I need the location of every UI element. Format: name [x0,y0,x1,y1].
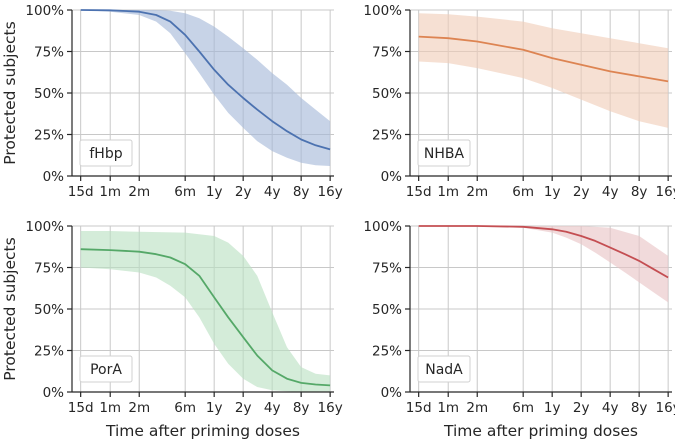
panel-top-left: 15d 1m 2m 6m 1y 2y 4y 8y 16y 0% 25% 50% 75% 100% Prote… [1,3,343,200]
x-tick-label: 1m [437,184,459,200]
y-tick-label: 50% [372,86,402,102]
y-tick-label: 100% [25,3,64,19]
x-tick-label: 1y [206,184,223,200]
y-axis-title: Protected subjects [1,237,19,380]
x-tick-label: 2y [235,184,252,200]
median-line [80,248,331,387]
y-tick-label: 25% [34,344,64,360]
panel-label: fHbp [89,146,122,162]
panel-label-box [417,139,471,167]
x-tick-label: 6m [174,184,196,200]
y-tick-label: 50% [372,302,402,318]
x-tick-label: 16y [656,184,675,200]
panel-label: NHBA [424,146,465,162]
x-tick-label: 1y [544,184,561,200]
x-tick-label: 2y [573,400,590,416]
confidence-band [418,226,669,303]
x-tick-label: 4y [602,184,619,200]
y-tick-label: 0% [381,385,403,401]
x-tick-label: 16y [318,184,343,200]
x-tick-label: 1m [99,184,121,200]
x-tick-label: 15d [406,400,432,416]
y-tick-label: 50% [34,86,64,102]
median-line [418,35,669,83]
median-line [418,225,669,279]
x-tick-label: 15d [406,184,432,200]
y-tick-label: 75% [372,45,402,61]
x-tick-label: 2m [466,184,488,200]
y-tick-label: 25% [372,344,402,360]
y-tick-label: 0% [381,169,403,185]
x-tick-label: 4y [264,184,281,200]
y-tick-label: 50% [34,302,64,318]
y-tick-label: 100% [25,219,64,235]
panel-label: PorA [90,362,122,378]
panel-label-box [79,139,133,167]
x-tick-label: 6m [512,184,534,200]
x-tick-label: 8y [293,184,310,200]
y-axis-title: Protected subjects [1,21,19,164]
x-tick-label: 8y [631,400,648,416]
x-tick-label: 4y [602,400,619,416]
confidence-band [80,10,331,166]
y-tick-label: 25% [372,128,402,144]
x-tick-label: 2y [235,400,252,416]
x-tick-label: 16y [656,400,675,416]
x-tick-label: 8y [293,400,310,416]
panel-top-right: 15d 1m 2m 6m 1y 2y 4y 8y 16y 0% 25% 50% 75% 100% NHBA [363,3,675,200]
y-tick-label: 75% [372,261,402,277]
x-axis-title: Time after priming doses [443,422,638,440]
x-tick-label: 2m [128,400,150,416]
panel-label: NadA [425,362,463,378]
confidence-band [80,231,331,392]
y-tick-label: 100% [363,219,402,235]
x-tick-label: 6m [174,400,196,416]
x-tick-label: 8y [631,184,648,200]
y-tick-label: 0% [43,169,65,185]
x-tick-label: 2m [466,400,488,416]
x-tick-label: 2y [573,184,590,200]
x-tick-label: 1y [206,400,223,416]
x-tick-label: 15d [68,400,94,416]
x-axis-title: Time after priming doses [105,422,300,440]
panel-bottom-left: 15d 1m 2m 6m 1y 2y 4y 8y 16y 0% 25% 50% 75% 100% Prote… [1,219,343,440]
y-tick-label: 75% [34,261,64,277]
y-tick-label: 25% [34,128,64,144]
panel-label-box [79,355,133,383]
confidence-band [418,13,669,128]
panel-bottom-right: 15d 1m 2m 6m 1y 2y 4y 8y 16y 0% 25% 50% 75% 100% Time … [363,219,675,440]
x-tick-label: 15d [68,184,94,200]
panel-label-box [417,355,471,383]
x-tick-label: 2m [128,184,150,200]
x-tick-label: 6m [512,400,534,416]
x-tick-label: 16y [318,400,343,416]
median-line [80,9,331,151]
x-tick-label: 1m [437,400,459,416]
y-tick-label: 75% [34,45,64,61]
y-tick-label: 0% [43,385,65,401]
y-tick-label: 100% [363,3,402,19]
x-tick-label: 1y [544,400,561,416]
x-tick-label: 4y [264,400,281,416]
x-tick-label: 1m [99,400,121,416]
